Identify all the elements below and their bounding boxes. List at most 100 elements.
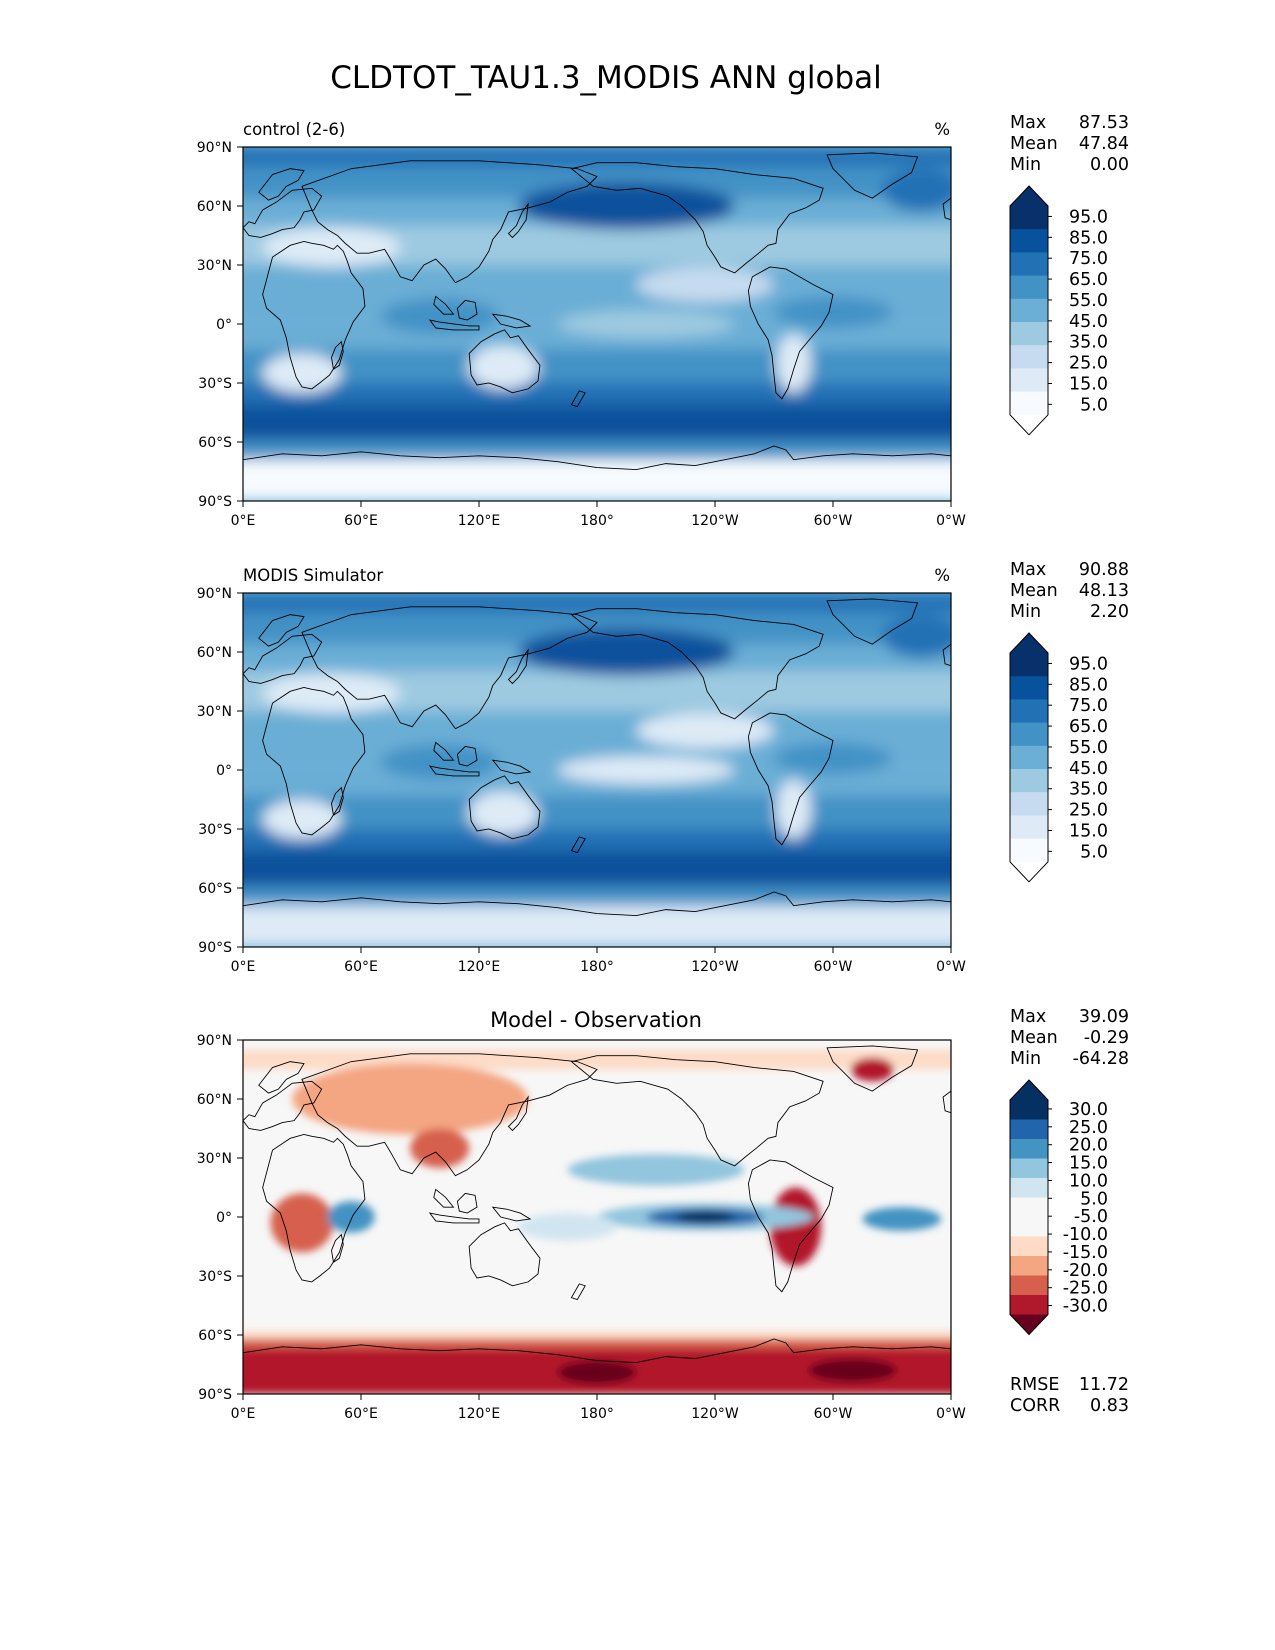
- colorbar-segment: [1010, 229, 1048, 253]
- colorbar-tick-label: 35.0: [1069, 780, 1108, 800]
- colorbar-extend-top: [1010, 186, 1048, 206]
- lon-tick-label: 120°E: [458, 513, 501, 529]
- colorbar-tick-label: 15.0: [1069, 374, 1108, 394]
- lat-tick-label: 0°: [216, 763, 232, 779]
- lat-tick-label: 60°N: [197, 199, 232, 215]
- colorbar-tick-label: -10.0: [1063, 1225, 1108, 1245]
- stat-label: Mean: [1010, 134, 1058, 154]
- colorbar-segment: [1010, 653, 1048, 677]
- colorbar-tick-label: 95.0: [1069, 207, 1108, 227]
- colorbar-tick-label: 15.0: [1069, 821, 1108, 841]
- lon-tick-label: 0°W: [936, 1406, 966, 1422]
- stat-value: 2.20: [1090, 602, 1129, 622]
- stat-value: -64.28: [1073, 1049, 1129, 1069]
- colorbar-extend-top: [1010, 1080, 1048, 1100]
- panel-title-left: MODIS Simulator: [243, 566, 383, 585]
- lat-tick-label: 0°: [216, 1210, 232, 1226]
- colorbar-segment: [1010, 345, 1048, 369]
- colorbar-extend-bottom: [1010, 861, 1048, 882]
- map-axes-diff: 90°N 60°N 30°N 0° 30°S 60°S 90°S 0°E 60°E 120°E 18…: [197, 1033, 966, 1422]
- panel-units: %: [934, 120, 950, 139]
- colorbar-extend-top: [1010, 633, 1048, 653]
- stat-label: Mean: [1010, 581, 1058, 601]
- colorbar-tick-label: 75.0: [1069, 249, 1108, 269]
- colorbar-tick-label: 55.0: [1069, 738, 1108, 758]
- panel-obs: MODIS Simulator % 90°N 60°N 30°N 0° 30°S 60°S…: [197, 560, 1129, 975]
- lat-tick-label: 90°N: [197, 1033, 232, 1049]
- colorbar-tick-label: 20.0: [1069, 1136, 1108, 1156]
- colorbar-segment: [1010, 699, 1048, 724]
- colorbar-tick-label: 85.0: [1069, 675, 1108, 695]
- colorbar-segment: [1010, 1139, 1048, 1159]
- colorbar-obs: 95.085.075.065.055.045.035.025.015.05.0: [1009, 632, 1108, 883]
- colorbar-segment: [1010, 769, 1048, 793]
- colorbar-tick-label: -30.0: [1063, 1297, 1108, 1317]
- stats-diff: Max 39.09 Mean -0.29 Min -64.28: [1010, 1007, 1129, 1069]
- colorbar-extend-bottom: [1010, 1314, 1048, 1335]
- error-stats: RMSE 11.72 CORR 0.83: [1010, 1375, 1129, 1416]
- lon-tick-label: 60°E: [344, 1406, 378, 1422]
- colorbar-tick-label: 95.0: [1069, 654, 1108, 674]
- colorbar-tick-label: -15.0: [1063, 1243, 1108, 1263]
- colorbar-segment: [1010, 1275, 1048, 1296]
- stats-control: Max 87.53 Mean 47.84 Min 0.00: [1010, 113, 1129, 175]
- lat-tick-label: 60°S: [198, 881, 232, 897]
- stat-label: Min: [1010, 155, 1041, 175]
- colorbar-tick-label: 5.0: [1080, 1189, 1108, 1209]
- colorbar-tick-label: 65.0: [1069, 270, 1108, 290]
- colorbar-segment: [1010, 722, 1048, 747]
- colorbar-tick-label: 55.0: [1069, 291, 1108, 311]
- map-obs: [243, 593, 951, 947]
- lat-tick-label: 30°N: [197, 1151, 232, 1167]
- stat-value: 48.13: [1079, 581, 1129, 601]
- lat-tick-label: 90°N: [197, 140, 232, 156]
- colorbar-segment: [1010, 1236, 1048, 1257]
- colorbar-tick-label: 5.0: [1080, 395, 1108, 415]
- rmse-label: RMSE: [1010, 1375, 1059, 1395]
- lon-tick-label: 0°W: [936, 513, 966, 529]
- colorbar-tick-label: 15.0: [1069, 1154, 1108, 1174]
- stat-label: Max: [1010, 113, 1046, 133]
- colorbar-segment: [1010, 322, 1048, 346]
- lon-tick-label: 180°: [580, 513, 614, 529]
- colorbar-segment: [1010, 745, 1048, 770]
- colorbar-tick-label: 5.0: [1080, 842, 1108, 862]
- lon-tick-label: 180°: [580, 1406, 614, 1422]
- map-axes-control: 90°N 60°N 30°N 0° 30°S 60°S 90°S 0°E 60°E 120°E 18…: [197, 140, 966, 529]
- colorbar-tick-label: 35.0: [1069, 333, 1108, 353]
- colorbar-segment: [1010, 792, 1048, 816]
- panel-diff: Model - Observation 90°N 60°N 30°N 0° 30°S 60…: [197, 1007, 1129, 1422]
- lon-tick-label: 120°E: [458, 959, 501, 975]
- lat-tick-label: 30°N: [197, 258, 232, 274]
- colorbar-segment: [1010, 1158, 1048, 1179]
- lon-tick-label: 120°E: [458, 1406, 501, 1422]
- lat-tick-label: 30°S: [198, 376, 232, 392]
- corr-value: 0.83: [1090, 1396, 1129, 1416]
- stat-label: Min: [1010, 602, 1041, 622]
- colorbar-segment: [1010, 206, 1048, 230]
- colorbar-tick-label: -20.0: [1063, 1261, 1108, 1281]
- colorbar-segment: [1010, 1197, 1048, 1218]
- lon-tick-label: 120°W: [691, 1406, 739, 1422]
- stat-value: 87.53: [1079, 113, 1129, 133]
- colorbar-tick-label: 45.0: [1069, 759, 1108, 779]
- colorbar-segment: [1010, 391, 1048, 416]
- colorbar-tick-label: -25.0: [1063, 1279, 1108, 1299]
- colorbar-segment: [1010, 1217, 1048, 1237]
- panel-title-center: Model - Observation: [490, 1008, 702, 1032]
- lon-tick-label: 60°E: [344, 513, 378, 529]
- lon-tick-label: 120°W: [691, 513, 739, 529]
- lon-tick-label: 0°E: [231, 959, 256, 975]
- lon-tick-label: 60°E: [344, 959, 378, 975]
- stat-value: 47.84: [1079, 134, 1129, 154]
- lat-tick-label: 60°S: [198, 435, 232, 451]
- stat-value: -0.29: [1084, 1028, 1129, 1048]
- lon-tick-label: 180°: [580, 959, 614, 975]
- lat-tick-label: 30°N: [197, 704, 232, 720]
- colorbar-segment: [1010, 1100, 1048, 1120]
- colorbar-tick-label: 25.0: [1069, 354, 1108, 374]
- colorbar-tick-label: 10.0: [1069, 1171, 1108, 1191]
- figure-title: CLDTOT_TAU1.3_MODIS ANN global: [330, 60, 881, 96]
- colorbar-extend-bottom: [1010, 414, 1048, 435]
- lat-tick-label: 0°: [216, 317, 232, 333]
